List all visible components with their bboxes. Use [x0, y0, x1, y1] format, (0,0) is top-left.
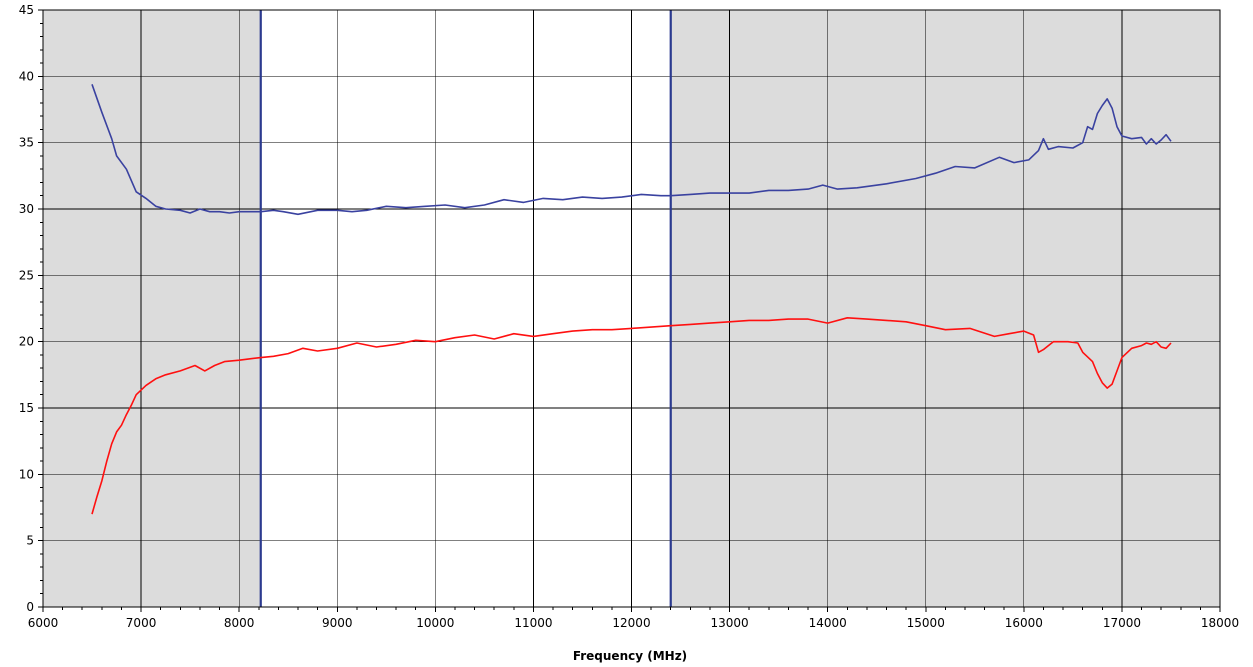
y-tick-label: 20: [19, 335, 34, 349]
x-tick-label: 8000: [224, 616, 255, 630]
x-tick-label: 6000: [28, 616, 59, 630]
x-tick-label: 18000: [1201, 616, 1239, 630]
x-tick-label: 14000: [809, 616, 847, 630]
y-tick-labels: 0 5 10 15 20 25 30 35 40 45: [19, 3, 34, 614]
x-tick-label: 13000: [710, 616, 748, 630]
y-tick-label: 5: [26, 534, 34, 548]
shaded-region-1: [43, 10, 261, 607]
series-lines: [91, 84, 1172, 515]
shaded-region-2: [670, 10, 1220, 607]
axes: [38, 9, 1221, 612]
y-tick-label: 25: [19, 268, 34, 282]
y-tick-label: 0: [26, 600, 34, 614]
y-tick-label: 15: [19, 401, 34, 415]
series-line-2: [91, 317, 1172, 515]
y-tick-label: 40: [19, 69, 34, 83]
x-tick-label: 17000: [1103, 616, 1141, 630]
y-tick-label: 30: [19, 202, 34, 216]
x-tick-label: 7000: [126, 616, 157, 630]
x-tick-label: 12000: [612, 616, 650, 630]
y-tick-label: 35: [19, 136, 34, 150]
x-tick-label: 11000: [514, 616, 552, 630]
x-tick-label: 9000: [322, 616, 353, 630]
y-tick-label: 10: [19, 467, 34, 481]
x-axis-title: Frequency (MHz): [573, 649, 687, 663]
x-tick-labels: 6000 7000 8000 9000 10000 11000 12000 13000 1400…: [28, 616, 1239, 630]
x-tick-label: 10000: [416, 616, 454, 630]
band-edges: [259, 10, 672, 607]
x-tick-label: 16000: [1005, 616, 1043, 630]
series-line-1: [91, 84, 1172, 216]
x-tick-label: 15000: [907, 616, 945, 630]
y-tick-label: 45: [19, 3, 34, 17]
